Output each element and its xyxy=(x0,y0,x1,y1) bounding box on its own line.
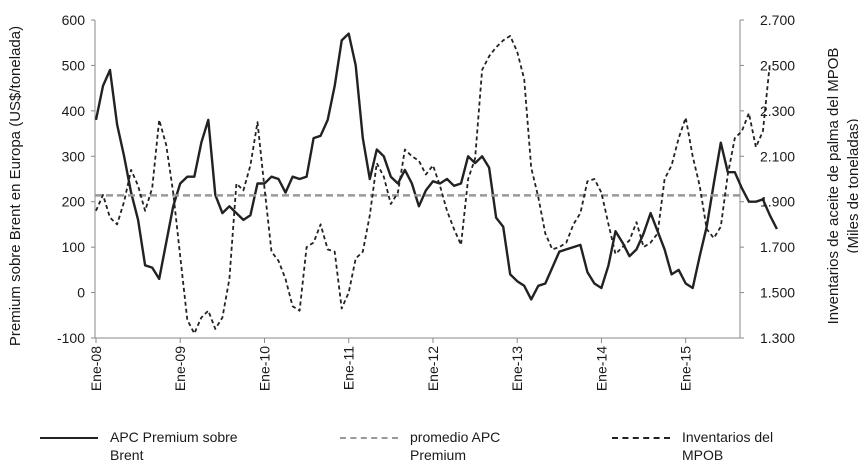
chart-axes: -100 0 100 200 300 400 500 600 1.300 1.500 1.700 1.… xyxy=(57,12,795,391)
y-tick-label: -100 xyxy=(57,330,85,346)
legend-item-inventarios: Inventarios del MPOB xyxy=(612,428,852,464)
y2-tick-label: 2.300 xyxy=(760,103,795,119)
line-chart: -100 0 100 200 300 400 500 600 1.300 1.500 1.700 1.… xyxy=(7,12,858,391)
x-tick-label: Ene-15 xyxy=(678,346,694,391)
y2-axis-label-line2: (Miles de toneladas) xyxy=(845,118,858,253)
legend-label-line: Premium xyxy=(410,447,467,463)
y-tick-label: 500 xyxy=(62,57,86,73)
chart-legend: APC Premium sobre Brent promedio APC Pre… xyxy=(0,428,858,472)
legend-item-apc-premium: APC Premium sobre Brent xyxy=(40,428,280,464)
x-tick-label: Ene-13 xyxy=(509,346,525,391)
y-tick-label: 200 xyxy=(62,194,86,210)
legend-label-line: promedio APC xyxy=(410,429,501,445)
y2-tick-label: 1.700 xyxy=(760,239,795,255)
legend-label-line: APC Premium sobre xyxy=(110,429,238,445)
y2-axis-label: Inventarios de aceite de palma del MPOB xyxy=(825,48,842,325)
y2-axis-label-sub: (Miles de toneladas) xyxy=(845,118,858,253)
legend-label-promedio: promedio APC Premium xyxy=(410,428,580,464)
chart-plot-area xyxy=(94,32,778,335)
legend-label-line: Brent xyxy=(110,447,144,463)
y-tick-label: 0 xyxy=(77,285,85,301)
y2-axis-label-line1: Inventarios de aceite de palma del MPOB xyxy=(825,48,842,325)
legend-label-inventarios: Inventarios del MPOB xyxy=(682,428,852,464)
legend-label-apc-premium: APC Premium sobre Brent xyxy=(110,428,280,464)
x-tick-label: Ene-08 xyxy=(88,346,104,391)
y2-tick-label: 1.900 xyxy=(760,194,795,210)
y2-tick-label: 2.500 xyxy=(760,57,795,73)
x-tick-label: Ene-14 xyxy=(593,346,609,391)
y2-tick-label: 1.300 xyxy=(760,330,795,346)
y2-tick-label: 1.500 xyxy=(760,285,795,301)
y-axis-label: Premium sobre Brent en Europa (US$/tonel… xyxy=(7,26,24,346)
legend-label-line: MPOB xyxy=(682,447,724,463)
series-line-inventarios-del-mpob xyxy=(95,35,771,335)
legend-swatch-grey-dashed xyxy=(340,437,398,439)
x-tick-label: Ene-10 xyxy=(256,346,272,391)
series-line-apc-premium-sobre-brent xyxy=(94,32,778,301)
y-tick-label: 300 xyxy=(62,148,86,164)
y2-tick-label: 2.700 xyxy=(760,12,795,28)
legend-swatch-solid xyxy=(40,437,98,439)
y2-tick-label: 2.100 xyxy=(760,148,795,164)
y-tick-label: 600 xyxy=(62,12,86,28)
legend-label-line: Inventarios del xyxy=(682,429,774,445)
legend-swatch-black-dashed xyxy=(612,437,670,439)
x-tick-label: Ene-11 xyxy=(341,346,357,390)
legend-item-promedio: promedio APC Premium xyxy=(340,428,580,464)
y-tick-label: 400 xyxy=(62,103,86,119)
x-tick-label: Ene-09 xyxy=(172,346,188,391)
x-tick-label: Ene-12 xyxy=(425,346,441,391)
y-tick-label: 100 xyxy=(62,239,86,255)
